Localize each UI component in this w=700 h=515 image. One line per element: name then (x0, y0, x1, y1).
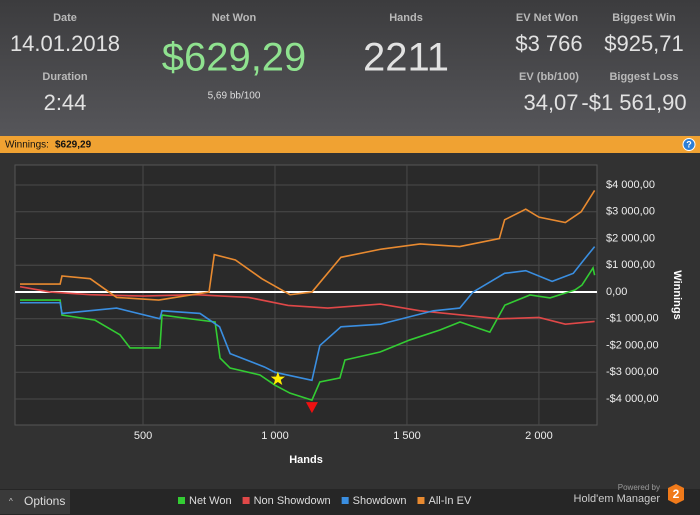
options-button[interactable] (0, 490, 70, 514)
stats-panel (0, 0, 700, 136)
stat-value: 14.01.2018 (10, 31, 120, 56)
brand-logo (668, 484, 684, 504)
y-tick-label: -$3 000,00 (606, 366, 659, 378)
series-line (20, 246, 596, 382)
footer (0, 489, 700, 515)
marker (270, 371, 286, 386)
y-tick-label: 0,00 (606, 286, 627, 298)
stat-value: $925,71 (604, 31, 684, 56)
legend-swatch (242, 497, 250, 504)
stat-value: -$1 561,90 (581, 90, 686, 115)
legend-label: Non Showdown (254, 495, 331, 507)
stat-sub: 5,69 bb/100 (208, 91, 261, 102)
series-line (20, 189, 596, 301)
y-axis-label: Winnings (671, 270, 683, 319)
stat-label: Duration (42, 71, 88, 83)
legend-label: Net Won (189, 495, 232, 507)
stat-value: $629,29 (162, 36, 307, 80)
x-tick-label: 1 000 (261, 430, 289, 442)
powered-by: Powered by (618, 483, 660, 492)
y-tick-label: $4 000,00 (606, 179, 655, 191)
stat-label: EV (bb/100) (519, 71, 579, 83)
x-tick-label: 1 500 (393, 430, 421, 442)
banner (0, 136, 700, 153)
y-tick-label: -$1 000,00 (606, 313, 659, 325)
series-line (19, 285, 595, 325)
y-tick-label: $3 000,00 (606, 206, 655, 218)
banner-value: $629,29 (55, 140, 92, 151)
stat-value: 34,07 (523, 90, 578, 115)
stat-label: Biggest Loss (609, 71, 678, 83)
stat-label: Hands (389, 12, 423, 24)
stat-label: Biggest Win (612, 12, 676, 24)
x-axis-label: Hands (289, 454, 323, 466)
y-tick-label: -$4 000,00 (606, 393, 659, 405)
stat-value: 2:44 (44, 90, 87, 115)
stat-label: Date (53, 12, 77, 24)
stat-label: Net Won (212, 12, 257, 24)
y-tick-label: -$2 000,00 (606, 339, 659, 351)
help-icon[interactable]: ? (686, 139, 692, 149)
options-caret[interactable]: ^ (9, 497, 13, 506)
y-tick-label: $2 000,00 (606, 232, 655, 244)
legend-swatch (178, 497, 185, 504)
legend-swatch (417, 497, 425, 504)
options-label[interactable]: Options (24, 494, 65, 508)
series-line (20, 265, 596, 402)
legend-label: All-In EV (428, 495, 471, 507)
x-tick-label: 2 000 (525, 430, 553, 442)
marker (305, 402, 318, 414)
stat-value: 2211 (363, 36, 449, 80)
x-tick-label: 500 (134, 430, 152, 442)
legend-label: Showdown (353, 495, 407, 507)
brand: Hold'em Manager (574, 493, 661, 505)
stat-label: EV Net Won (516, 12, 578, 24)
brand-version: 2 (673, 487, 680, 501)
y-tick-label: $1 000,00 (606, 259, 655, 271)
banner-label: Winnings: (5, 140, 49, 151)
legend-swatch (341, 497, 349, 504)
stat-value: $3 766 (515, 31, 582, 56)
help-button[interactable] (682, 138, 696, 151)
